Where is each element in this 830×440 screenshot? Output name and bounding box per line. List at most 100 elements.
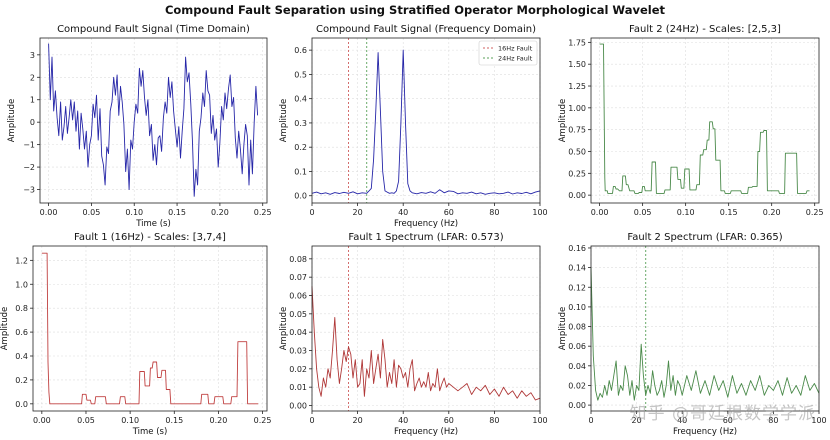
x-tick-label: 0.25 — [806, 208, 824, 217]
fault2-spectrum-chart: Fault 2 Spectrum (LFAR: 0.365) 0 20 40 60 80 1… — [558, 232, 827, 437]
x-axis-label: Time (s) — [132, 427, 168, 437]
y-tick-label: 1 — [30, 96, 35, 105]
x-tick-label: 80 — [489, 208, 499, 217]
x-tick-label: 0.20 — [210, 416, 228, 425]
y-tick-label: 0.75 — [568, 126, 586, 135]
y-tick-label: 0.50 — [568, 147, 586, 156]
x-tick-label: 0 — [309, 416, 314, 425]
chart-title: Fault 2 Spectrum (LFAR: 0.365) — [627, 232, 782, 243]
x-tick-label: 0.00 — [33, 416, 51, 425]
x-tick-label: 40 — [677, 416, 687, 425]
x-tick-label: 20 — [353, 208, 363, 217]
y-tick-label: 0.25 — [568, 169, 586, 178]
x-tick-label: 40 — [398, 208, 408, 217]
x-axis-label: Frequency (Hz) — [394, 219, 458, 229]
y-tick-label: 0.10 — [568, 303, 586, 312]
y-tick-label: 0.5 — [294, 70, 307, 79]
x-tick-label: 0.00 — [40, 208, 58, 217]
x-tick-label: 0.10 — [677, 208, 695, 217]
series-line — [599, 43, 810, 194]
x-tick-label: 0.25 — [254, 208, 272, 217]
y-tick-label: 0.03 — [289, 347, 307, 356]
legend-entry: 24Hz Fault — [498, 55, 533, 63]
y-tick-label: 0.04 — [568, 362, 586, 371]
y-axis-label: Amplitude — [558, 99, 568, 143]
fault1-time-chart: Fault 1 (16Hz) - Scales: [3,7,4] 0.00 0.05… — [0, 232, 271, 437]
y-tick-label: 0.14 — [568, 264, 586, 273]
chart-title: Fault 2 (24Hz) - Scales: [2,5,3] — [629, 24, 781, 35]
y-tick-label: 2 — [30, 73, 35, 82]
x-tick-label: 0.20 — [211, 208, 229, 217]
frequency-domain-signal-chart: Compound Fault Signal (Frequency Domain)… — [279, 24, 548, 229]
x-tick-label: 0 — [309, 208, 314, 217]
x-tick-label: 20 — [353, 416, 363, 425]
y-axis-label: Amplitude — [279, 307, 289, 351]
y-tick-label: 1.00 — [568, 104, 586, 113]
x-tick-label: 0.25 — [254, 416, 272, 425]
fault1-spectrum-chart: Fault 1 Spectrum (LFAR: 0.573) 0 20 40 60 80 1… — [279, 232, 548, 437]
legend-entry: 16Hz Fault — [498, 45, 533, 53]
chart-title: Fault 1 Spectrum (LFAR: 0.573) — [348, 232, 503, 243]
x-tick-label: 0.15 — [720, 208, 738, 217]
y-tick-label: 0.1 — [294, 167, 307, 176]
y-tick-label: 0.6 — [294, 46, 307, 55]
y-tick-label: 0.4 — [294, 95, 307, 104]
y-tick-label: 0.08 — [289, 255, 307, 264]
y-tick-label: 0.05 — [289, 310, 307, 319]
x-tick-label: 40 — [398, 416, 408, 425]
chart-title: Compound Fault Signal (Time Domain) — [57, 24, 250, 35]
x-axis-label: Frequency (Hz) — [673, 427, 737, 437]
time-domain-signal-chart: Compound Fault Signal (Time Domain) 0.00 0… — [7, 24, 272, 229]
x-axis-label: Time (s) — [135, 219, 171, 229]
y-tick-label: 0.0 — [294, 192, 307, 201]
chart-title: Compound Fault Signal (Frequency Domain) — [316, 24, 536, 35]
y-tick-label: 0.12 — [568, 283, 586, 292]
y-tick-label: 0 — [30, 118, 35, 127]
y-tick-label: 0.2 — [15, 376, 28, 385]
y-tick-label: −3 — [23, 186, 35, 195]
fault2-time-chart: Fault 2 (24Hz) - Scales: [2,5,3] 0.00 0.05… — [558, 24, 824, 217]
x-tick-label: 100 — [532, 416, 547, 425]
x-tick-label: 20 — [632, 416, 642, 425]
x-tick-label: 0.05 — [634, 208, 652, 217]
y-axis-label: Amplitude — [0, 307, 10, 351]
x-tick-label: 100 — [532, 208, 547, 217]
y-tick-label: 1.50 — [568, 60, 586, 69]
y-tick-label: 1.0 — [15, 280, 28, 289]
y-tick-label: 0.2 — [294, 143, 307, 152]
y-tick-label: 1.25 — [568, 82, 586, 91]
series-line — [311, 49, 541, 195]
x-tick-label: 0 — [588, 416, 593, 425]
y-tick-label: 0.06 — [289, 292, 307, 301]
y-tick-label: 0.3 — [294, 119, 307, 128]
x-axis-label: Frequency (Hz) — [394, 427, 458, 437]
y-tick-label: 0.02 — [289, 365, 307, 374]
y-tick-label: 1.2 — [15, 256, 28, 265]
y-tick-label: 0.08 — [568, 323, 586, 332]
y-tick-label: 3 — [30, 51, 35, 60]
y-tick-label: 0.6 — [15, 328, 28, 337]
y-axis-label: Amplitude — [558, 307, 568, 351]
x-tick-label: 0.15 — [165, 416, 183, 425]
x-tick-label: 80 — [489, 416, 499, 425]
y-axis-label: Amplitude — [279, 99, 289, 143]
y-tick-label: 0.4 — [15, 352, 28, 361]
x-tick-label: 100 — [811, 416, 826, 425]
y-tick-label: 0.00 — [289, 402, 307, 411]
x-tick-label: 0.00 — [591, 208, 609, 217]
x-tick-label: 0.20 — [763, 208, 781, 217]
y-tick-label: 0.0 — [15, 400, 28, 409]
series-line — [48, 43, 259, 197]
chart-title: Fault 1 (16Hz) - Scales: [3,7,4] — [74, 232, 226, 243]
y-tick-label: 0.16 — [568, 244, 586, 253]
x-tick-label: 80 — [768, 416, 778, 425]
x-tick-label: 60 — [444, 416, 454, 425]
x-tick-label: 0.10 — [121, 416, 139, 425]
y-tick-label: 0.02 — [568, 381, 586, 390]
series-line — [41, 252, 259, 405]
legend: 16Hz Fault 24Hz Fault — [478, 40, 538, 66]
y-tick-label: 0.8 — [15, 304, 28, 313]
x-tick-label: 0.05 — [82, 208, 100, 217]
figure-title: Compound Fault Separation using Stratifi… — [164, 3, 666, 17]
y-tick-label: 0.06 — [568, 342, 586, 351]
